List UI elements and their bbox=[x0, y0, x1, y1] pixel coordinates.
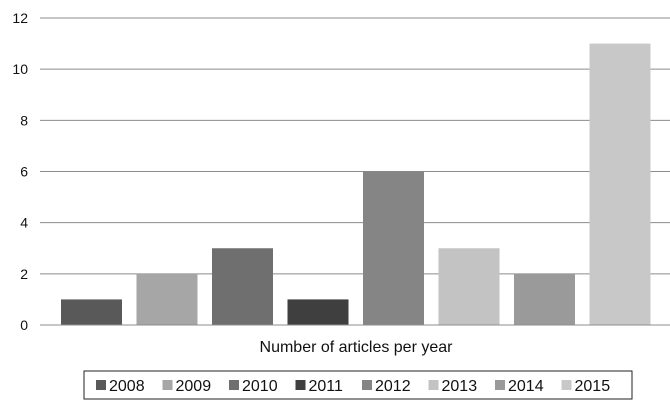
legend-swatch-2010 bbox=[229, 380, 239, 390]
y-tick-label: 6 bbox=[20, 164, 28, 180]
bar-2012 bbox=[363, 171, 424, 325]
legend-swatch-2008 bbox=[96, 380, 106, 390]
legend-swatch-2009 bbox=[162, 380, 173, 390]
legend-label-2008: 2008 bbox=[109, 378, 145, 395]
bar-2010 bbox=[212, 248, 273, 325]
x-axis-title: Number of articles per year bbox=[260, 339, 454, 356]
legend-label-2011: 2011 bbox=[309, 378, 344, 395]
legend-swatch-2011 bbox=[295, 380, 306, 390]
legend-swatch-2012 bbox=[362, 380, 372, 390]
gridlines bbox=[40, 17, 670, 275]
legend-label-2014: 2014 bbox=[508, 378, 544, 395]
bar-2014 bbox=[514, 273, 575, 325]
bar-2015 bbox=[589, 43, 651, 325]
legend-label-2010: 2010 bbox=[242, 378, 278, 395]
bar-2013 bbox=[438, 248, 500, 325]
y-tick-label: 4 bbox=[20, 215, 28, 231]
bar-2009 bbox=[136, 273, 198, 325]
legend-swatch-2014 bbox=[495, 380, 505, 390]
y-tick-label: 12 bbox=[12, 10, 28, 26]
legend-swatch-2015 bbox=[561, 380, 572, 390]
y-tick-label: 2 bbox=[20, 266, 28, 282]
bars bbox=[61, 43, 651, 325]
y-tick-label: 10 bbox=[12, 61, 28, 77]
legend: 2008 2009 2010 2011 2012 2013 2014 2015 bbox=[96, 378, 610, 395]
y-tick-label: 0 bbox=[20, 317, 28, 333]
legend-label-2012: 2012 bbox=[375, 378, 411, 395]
bar-2011 bbox=[287, 299, 349, 325]
legend-box bbox=[83, 370, 633, 400]
legend-label-2009: 2009 bbox=[176, 378, 212, 395]
legend-swatch-2013 bbox=[428, 380, 439, 390]
legend-label-2013: 2013 bbox=[442, 378, 478, 395]
bar-2008 bbox=[61, 299, 122, 325]
y-tick-label: 8 bbox=[20, 112, 28, 128]
y-axis-ticks: 0 2 4 6 8 10 12 bbox=[12, 10, 28, 333]
legend-label-2015: 2015 bbox=[575, 378, 611, 395]
